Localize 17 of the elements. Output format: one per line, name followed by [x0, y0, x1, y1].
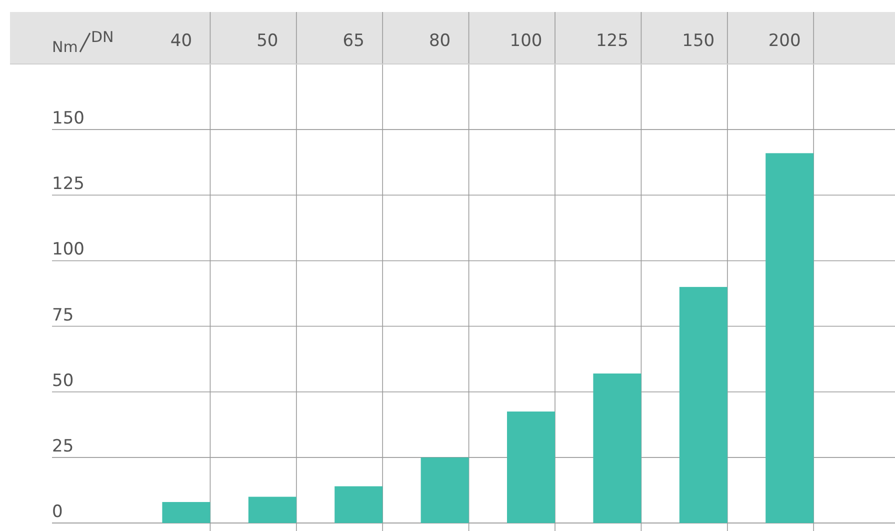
x-tick-label: 50 [256, 31, 278, 51]
x-axis-title: DN [91, 28, 114, 46]
x-tick-label: 200 [768, 31, 801, 51]
x-tick-label: 150 [682, 31, 715, 51]
x-tick-label: 65 [342, 31, 364, 51]
y-tick-label: 50 [52, 370, 74, 391]
y-axis-title: Nm [52, 38, 78, 56]
y-tick-label: 0 [52, 502, 63, 522]
x-tick-label: 100 [510, 31, 542, 51]
y-tick-label: 150 [52, 108, 84, 129]
y-tick-label: 75 [52, 305, 74, 326]
x-tick-label: 80 [428, 31, 451, 51]
y-tick-label: 25 [52, 436, 74, 456]
x-tick-label: 125 [596, 31, 628, 51]
y-tick-label: 125 [52, 174, 84, 194]
y-tick-label: 100 [52, 240, 84, 260]
x-tick-label: 40 [170, 31, 192, 51]
